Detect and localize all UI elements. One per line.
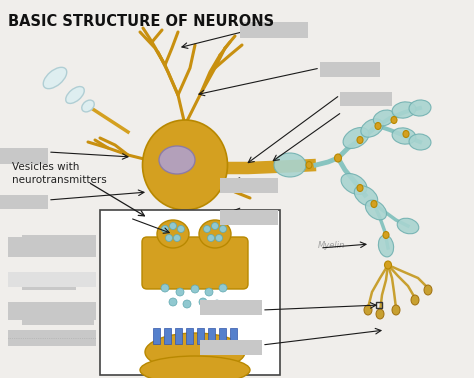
Ellipse shape — [378, 235, 393, 257]
Ellipse shape — [343, 127, 369, 149]
Ellipse shape — [208, 234, 215, 242]
Ellipse shape — [219, 226, 227, 232]
Bar — [208, 328, 215, 344]
Ellipse shape — [409, 134, 431, 150]
Ellipse shape — [203, 226, 210, 232]
Ellipse shape — [335, 154, 341, 162]
Ellipse shape — [213, 300, 221, 308]
Ellipse shape — [371, 200, 377, 208]
Ellipse shape — [199, 220, 231, 248]
Ellipse shape — [375, 122, 381, 130]
FancyBboxPatch shape — [142, 237, 248, 289]
Bar — [22, 305, 94, 325]
Text: BASIC STRUCTURE OF NEURONS: BASIC STRUCTURE OF NEURONS — [8, 14, 274, 29]
Ellipse shape — [364, 305, 372, 315]
Ellipse shape — [211, 223, 219, 229]
Ellipse shape — [374, 110, 395, 126]
Ellipse shape — [392, 128, 416, 144]
Ellipse shape — [82, 100, 94, 112]
Ellipse shape — [391, 116, 397, 124]
Ellipse shape — [143, 120, 228, 210]
Ellipse shape — [169, 298, 177, 306]
Bar — [230, 328, 237, 344]
Bar — [200, 340, 262, 355]
Ellipse shape — [140, 356, 250, 378]
Ellipse shape — [176, 288, 184, 296]
Ellipse shape — [159, 146, 195, 174]
Ellipse shape — [365, 200, 386, 220]
Ellipse shape — [357, 136, 363, 144]
Bar — [164, 328, 171, 344]
Ellipse shape — [411, 295, 419, 305]
Ellipse shape — [173, 234, 181, 242]
Ellipse shape — [216, 234, 222, 242]
Bar — [340, 92, 392, 106]
Bar — [8, 330, 96, 346]
Ellipse shape — [170, 223, 176, 229]
Bar — [376, 302, 382, 308]
Text: Vesicles with
neurotransmitters: Vesicles with neurotransmitters — [12, 162, 107, 185]
Bar — [197, 328, 204, 344]
Bar — [220, 210, 278, 225]
Ellipse shape — [199, 298, 207, 306]
Ellipse shape — [397, 218, 419, 234]
Bar — [219, 328, 226, 344]
Bar — [8, 237, 96, 257]
Ellipse shape — [165, 234, 173, 242]
Bar — [153, 328, 160, 344]
Ellipse shape — [43, 67, 67, 89]
Ellipse shape — [384, 261, 392, 269]
Ellipse shape — [274, 153, 306, 177]
Bar — [175, 328, 182, 344]
Ellipse shape — [66, 87, 84, 104]
Ellipse shape — [183, 300, 191, 308]
Bar — [22, 272, 76, 290]
Bar — [0, 195, 48, 209]
Bar — [8, 302, 96, 320]
Ellipse shape — [361, 119, 383, 137]
Ellipse shape — [403, 130, 409, 138]
Ellipse shape — [161, 284, 169, 292]
Ellipse shape — [357, 184, 363, 192]
Ellipse shape — [205, 288, 213, 296]
Ellipse shape — [392, 102, 416, 118]
Text: Myelin: Myelin — [318, 240, 346, 249]
Bar — [220, 178, 278, 193]
Bar — [200, 300, 262, 315]
Bar — [100, 210, 280, 375]
Ellipse shape — [219, 284, 227, 292]
Bar — [22, 235, 96, 257]
Ellipse shape — [306, 161, 312, 169]
Ellipse shape — [191, 285, 199, 293]
Ellipse shape — [376, 309, 384, 319]
Ellipse shape — [341, 174, 367, 194]
Ellipse shape — [409, 100, 431, 116]
Ellipse shape — [383, 231, 389, 239]
Bar — [8, 272, 96, 287]
Ellipse shape — [177, 226, 184, 232]
Ellipse shape — [354, 186, 378, 206]
Ellipse shape — [424, 285, 432, 295]
Bar — [240, 22, 308, 38]
Ellipse shape — [392, 305, 400, 315]
Bar — [320, 62, 380, 77]
Ellipse shape — [157, 220, 189, 248]
Bar — [0, 148, 48, 164]
Bar — [186, 328, 193, 344]
Ellipse shape — [162, 226, 168, 232]
Ellipse shape — [145, 333, 245, 371]
